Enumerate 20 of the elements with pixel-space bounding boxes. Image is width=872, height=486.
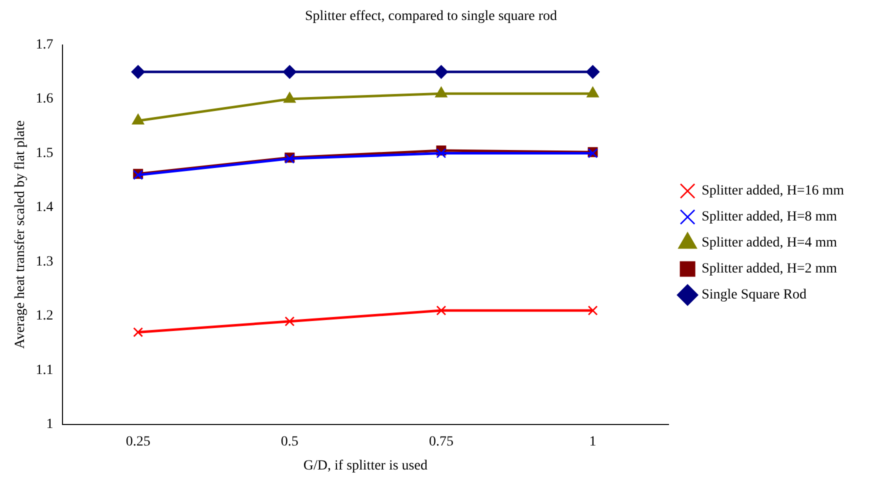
y-tick-label: 1 — [46, 417, 54, 432]
chart-title: Splitter effect, compared to single square rod — [304, 9, 558, 24]
y-tick-label: 1.5 — [36, 146, 54, 161]
legend-label: Splitter added, H=2 mm — [702, 262, 838, 277]
x-tick-label: 0.75 — [428, 434, 454, 450]
y-axis-title: Average heat transfer scaled by flat plate — [13, 120, 28, 349]
legend-label: Splitter added, H=8 mm — [702, 210, 838, 225]
y-tick-label: 1.2 — [36, 308, 54, 324]
y-tick-label: 1.6 — [36, 92, 54, 107]
legend-label: Splitter added, H=16 mm — [702, 184, 844, 199]
y-tick-label: 1.7 — [36, 37, 54, 52]
x-axis-title: G/D, if splitter is used — [303, 458, 428, 474]
legend-label: Splitter added, H=4 mm — [702, 236, 838, 251]
x-tick-label: 0.25 — [126, 434, 150, 450]
legend-label: Single Square Rod — [702, 288, 807, 303]
x-tick-label: 1 — [589, 434, 596, 450]
y-tick-label: 1.4 — [36, 200, 54, 216]
y-tick-label: 1.1 — [36, 362, 54, 378]
y-tick-label: 1.3 — [36, 254, 54, 270]
x-tick-label: 0.5 — [280, 434, 298, 450]
